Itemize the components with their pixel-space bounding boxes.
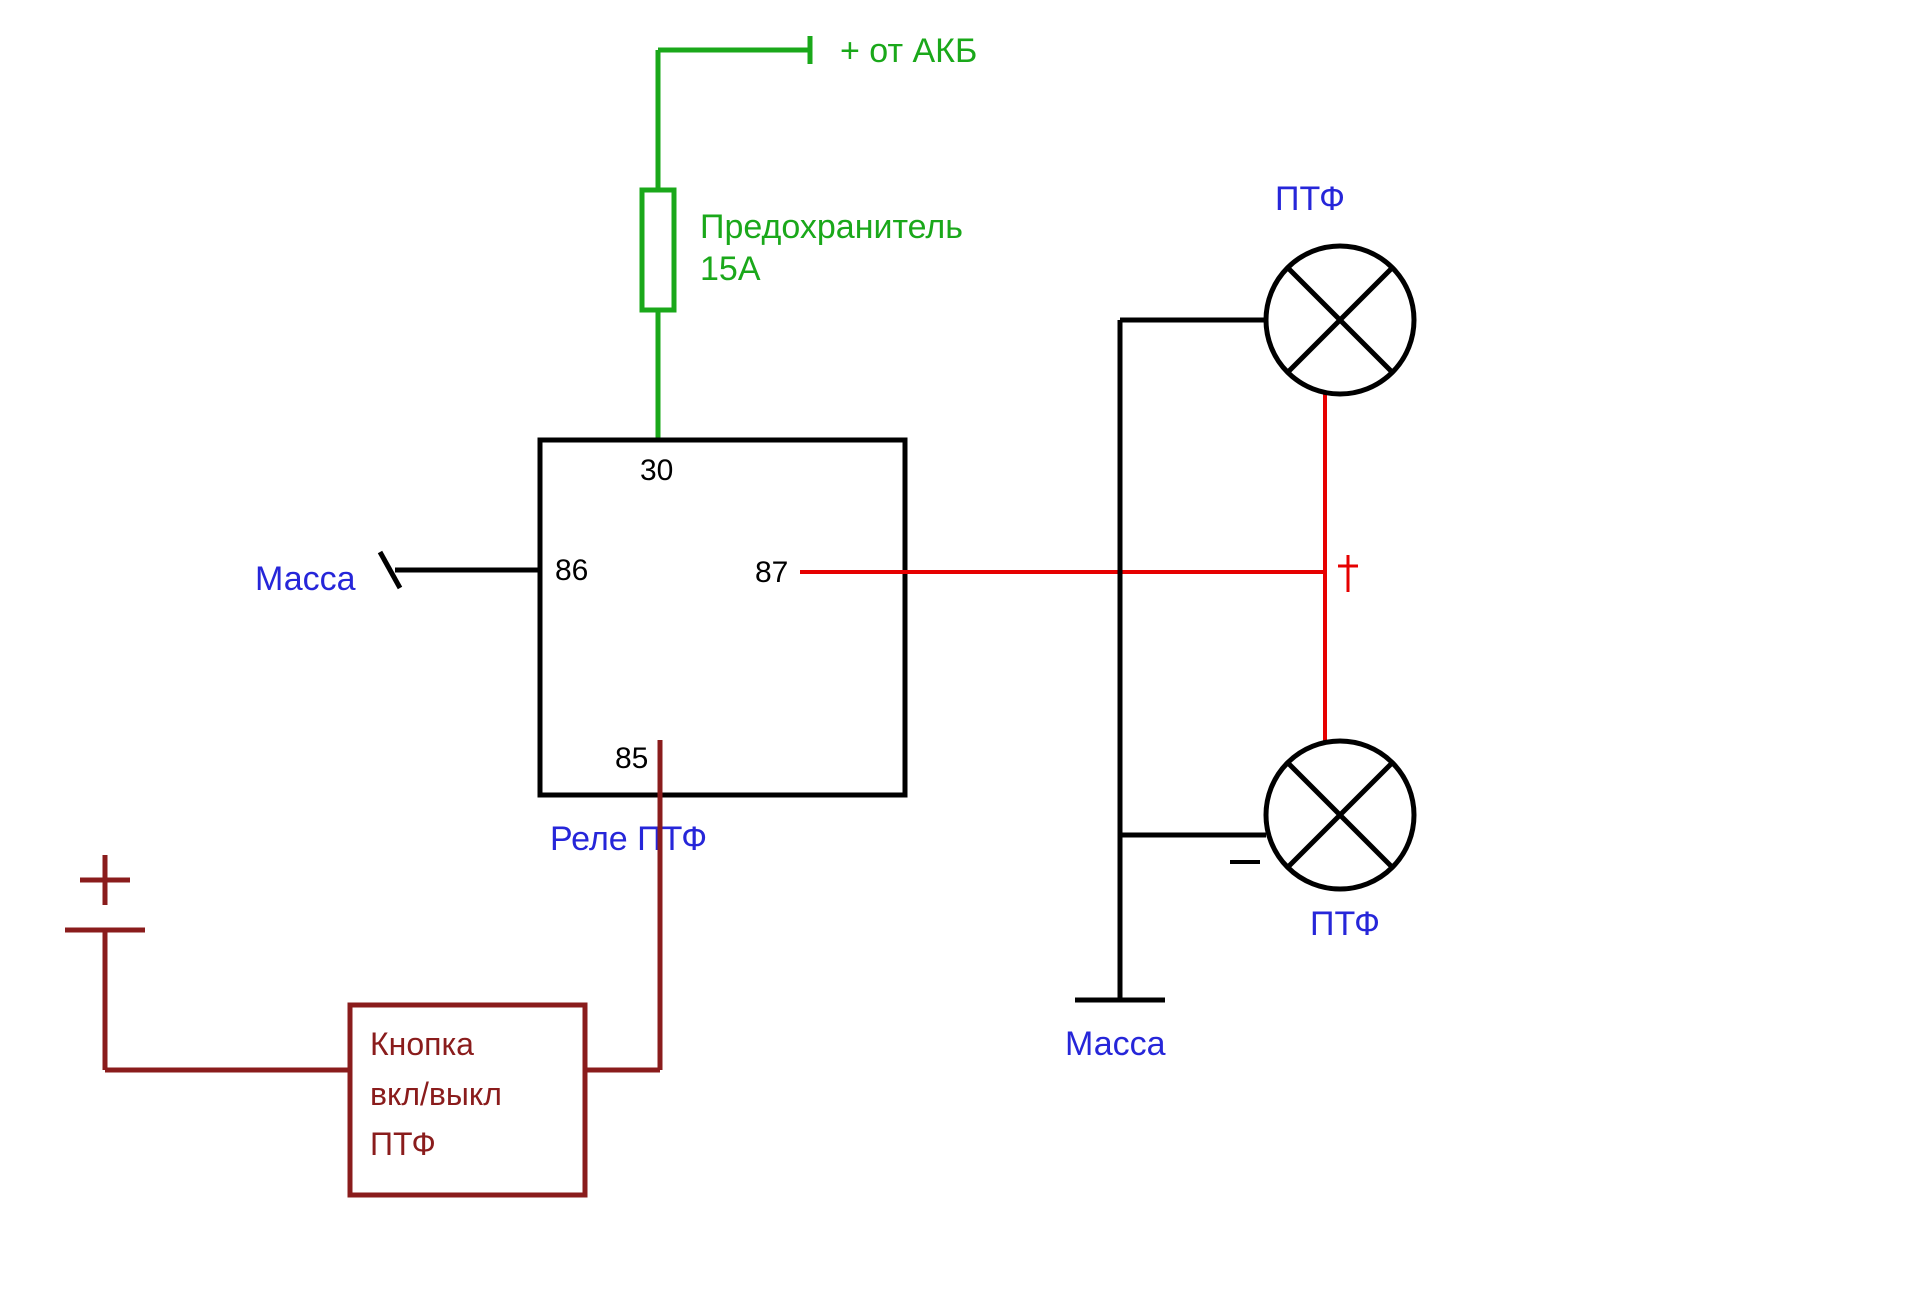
relay-pin-30: 30 bbox=[640, 454, 673, 487]
ground-left-label: Масса bbox=[255, 560, 356, 598]
lamp-top-label: ПТФ bbox=[1275, 180, 1345, 218]
switch-label-2: вкл/выкл bbox=[370, 1076, 502, 1112]
lamp-bottom-label: ПТФ bbox=[1310, 905, 1380, 943]
relay-caption: Реле ПТФ bbox=[550, 820, 707, 858]
switch-label-1: Кнопка bbox=[370, 1026, 474, 1062]
relay-box bbox=[540, 440, 905, 795]
relay-pin-87: 87 bbox=[755, 556, 788, 589]
wiring-diagram: + от АКБ Предохранитель 15А 30 86 87 85 … bbox=[0, 0, 1920, 1303]
fuse-label-1: Предохранитель bbox=[700, 208, 963, 246]
ground-bottom-label: Масса bbox=[1065, 1025, 1166, 1063]
fuse-label-2: 15А bbox=[700, 250, 761, 288]
switch-label-3: ПТФ bbox=[370, 1126, 436, 1162]
battery-plus-label: + от АКБ bbox=[840, 32, 977, 70]
relay-pin-86: 86 bbox=[555, 554, 588, 587]
fuse-symbol bbox=[642, 190, 674, 310]
relay-pin-85: 85 bbox=[615, 742, 648, 775]
